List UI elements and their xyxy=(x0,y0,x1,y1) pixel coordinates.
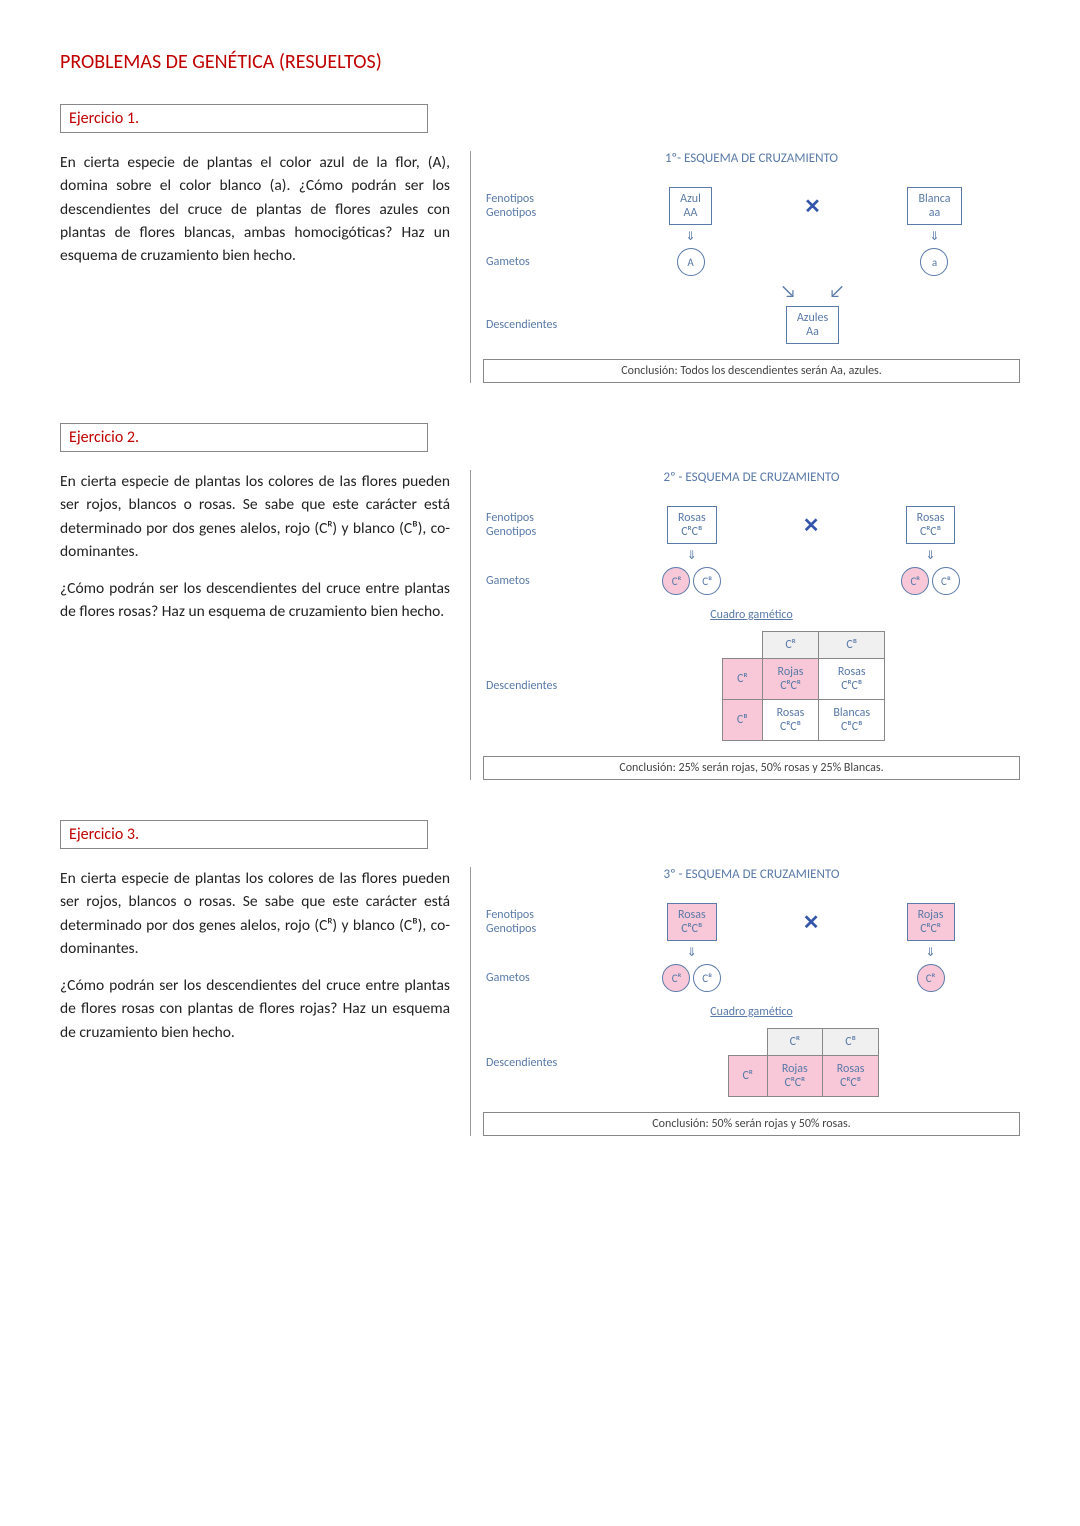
parent1-pheno: Azul xyxy=(680,192,701,206)
punnett-2: CᴿCᴮ Cᴿ RojasCᴿCᴿ RosasCᴿCᴮ Cᴮ RosasCᴿCᴮ… xyxy=(722,631,885,741)
exercise-1: Ejercicio 1. En cierta especie de planta… xyxy=(60,104,1020,383)
offspring-geno: Aa xyxy=(806,325,819,339)
diagram-3-title: 3º - ESQUEMA DE CRUZAMIENTO xyxy=(483,867,1020,882)
p2-rh1: Cᴮ xyxy=(722,700,762,741)
p2-ch0: Cᴿ xyxy=(762,632,819,659)
gamete1: A xyxy=(677,248,705,276)
ex2-g1a: Cᴿ xyxy=(662,567,690,595)
label-genotipos: Genotipos xyxy=(486,206,536,220)
ex3-parent1-box: Rosas CᴿCᴮ xyxy=(667,903,717,941)
ex3-parent2-pheno: Rojas xyxy=(918,908,944,922)
label-gametos-2: Gametos xyxy=(486,574,530,588)
label-fenotipos: Fenotipos xyxy=(486,192,534,206)
exercise-2-text: En cierta especie de plantas los colores… xyxy=(60,470,450,780)
exercise-3-header: Ejercicio 3. xyxy=(60,820,428,849)
parent2-geno: aa xyxy=(929,206,941,220)
p2-c10: RosasCᴿCᴮ xyxy=(762,700,819,741)
parent2-box: Blanca aa xyxy=(907,187,961,225)
ex3-parent2-geno: CᴿCᴿ xyxy=(920,922,941,936)
ex3-parent1-geno: CᴿCᴮ xyxy=(681,922,702,936)
ex3-g2a: Cᴿ xyxy=(917,964,945,992)
label-genotipos-2: Genotipos xyxy=(486,525,536,539)
exercise-3-text: En cierta especie de plantas los colores… xyxy=(60,867,450,1136)
p3-c01: RosasCᴿCᴮ xyxy=(822,1056,879,1097)
ex2-g1b: Cᴮ xyxy=(693,567,721,595)
label-genotipos-3: Genotipos xyxy=(486,922,536,936)
exercise-3-diagram: 3º - ESQUEMA DE CRUZAMIENTO Fenotipos Ge… xyxy=(470,867,1020,1136)
page-title: PROBLEMAS DE GENÉTICA (RESUELTOS) xyxy=(60,50,1020,74)
label-descendientes: Descendientes xyxy=(486,318,557,332)
gamete2: a xyxy=(920,248,948,276)
exercise-2-diagram: 2º - ESQUEMA DE CRUZAMIENTO Fenotipos Ge… xyxy=(470,470,1020,780)
exercise-3-body2: ¿Cómo podrán ser los descendientes del c… xyxy=(60,974,450,1044)
exercise-3-body1: En cierta especie de plantas los colores… xyxy=(60,867,450,960)
parent1-box: Azul AA xyxy=(669,187,712,225)
exercise-2-body2: ¿Cómo podrán ser los descendientes del c… xyxy=(60,577,450,624)
exercise-1-text: En cierta especie de plantas el color az… xyxy=(60,151,450,383)
ex2-g2b: Cᴮ xyxy=(932,567,960,595)
p3-ch0: Cᴿ xyxy=(767,1029,822,1056)
cross-icon: ✕ xyxy=(804,195,821,219)
label-descendientes-3: Descendientes xyxy=(486,1056,557,1070)
ex2-parent2-box: Rosas CᴿCᴮ xyxy=(906,506,956,544)
exercise-3: Ejercicio 3. En cierta especie de planta… xyxy=(60,820,1020,1136)
conclusion-2: Conclusión: 25% serán rojas, 50% rosas y… xyxy=(483,756,1020,780)
cross-icon-2: ✕ xyxy=(803,514,820,538)
parent1-geno: AA xyxy=(684,206,698,220)
label-fenotipos-3: Fenotipos xyxy=(486,908,534,922)
punnett-title-2: Cuadro gamético xyxy=(483,608,1020,622)
exercise-2-body1: En cierta especie de plantas los colores… xyxy=(60,470,450,563)
diagram-1-title: 1º- ESQUEMA DE CRUZAMIENTO xyxy=(483,151,1020,166)
ex3-g1b: Cᴮ xyxy=(693,964,721,992)
conclusion-1: Conclusión: Todos los descendientes será… xyxy=(483,359,1020,383)
punnett-3: CᴿCᴮ Cᴿ RojasCᴿCᴿ RosasCᴿCᴮ xyxy=(728,1028,880,1097)
conclusion-3: Conclusión: 50% serán rojas y 50% rosas. xyxy=(483,1112,1020,1136)
cross-icon-3: ✕ xyxy=(803,911,820,935)
ex2-g2a: Cᴿ xyxy=(901,567,929,595)
exercise-2-header: Ejercicio 2. xyxy=(60,423,428,452)
exercise-1-diagram: 1º- ESQUEMA DE CRUZAMIENTO Fenotipos Gen… xyxy=(470,151,1020,383)
ex2-parent1-geno: CᴿCᴮ xyxy=(681,525,702,539)
p3-rh0: Cᴿ xyxy=(728,1056,767,1097)
p2-c11: BlancasCᴮCᴮ xyxy=(819,700,885,741)
punnett-title-3: Cuadro gamético xyxy=(483,1005,1020,1019)
exercise-1-header: Ejercicio 1. xyxy=(60,104,428,133)
ex2-parent2-pheno: Rosas xyxy=(917,511,945,525)
label-gametos: Gametos xyxy=(486,255,530,269)
exercise-2: Ejercicio 2. En cierta especie de planta… xyxy=(60,423,1020,780)
p2-c00: RojasCᴿCᴿ xyxy=(762,659,819,700)
label-descendientes-2: Descendientes xyxy=(486,679,557,693)
p2-c01: RosasCᴿCᴮ xyxy=(819,659,885,700)
ex3-parent2-box: Rojas CᴿCᴿ xyxy=(907,903,955,941)
ex3-g1a: Cᴿ xyxy=(662,964,690,992)
parent2-pheno: Blanca xyxy=(918,192,950,206)
ex2-parent2-geno: CᴿCᴮ xyxy=(920,525,941,539)
p2-ch1: Cᴮ xyxy=(819,632,885,659)
label-fenotipos-2: Fenotipos xyxy=(486,511,534,525)
ex2-parent1-pheno: Rosas xyxy=(678,511,706,525)
exercise-1-body: En cierta especie de plantas el color az… xyxy=(60,151,450,267)
offspring-pheno: Azules xyxy=(797,311,828,325)
ex2-parent1-box: Rosas CᴿCᴮ xyxy=(667,506,717,544)
offspring-box: Azules Aa xyxy=(786,306,839,344)
label-gametos-3: Gametos xyxy=(486,971,530,985)
p2-rh0: Cᴿ xyxy=(722,659,762,700)
ex3-parent1-pheno: Rosas xyxy=(678,908,706,922)
p3-c00: RojasCᴿCᴿ xyxy=(767,1056,822,1097)
diagram-2-title: 2º - ESQUEMA DE CRUZAMIENTO xyxy=(483,470,1020,485)
p3-ch1: Cᴮ xyxy=(822,1029,879,1056)
